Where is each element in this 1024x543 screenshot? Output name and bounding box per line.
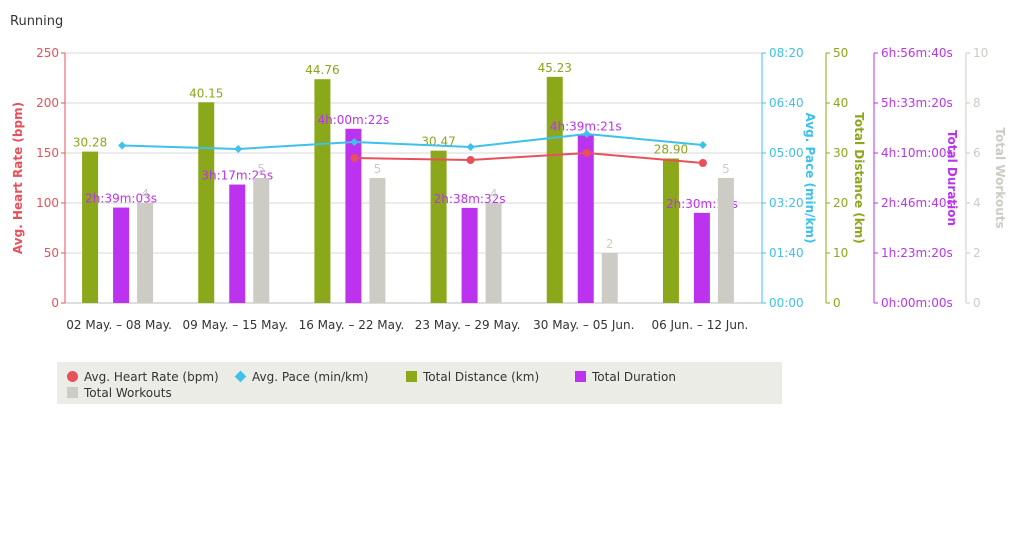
page-title: Running <box>10 14 64 29</box>
data-label-dur: 4h:39m:21s <box>550 119 622 133</box>
dist-tick-label: 0 <box>833 296 841 310</box>
hr-tick-label: 50 <box>44 246 59 260</box>
legend-diamond-icon <box>234 370 247 383</box>
point-hr <box>466 156 475 164</box>
x-tick-label: 02 May. – 08 May. <box>66 318 172 332</box>
wk-tick-label: 2 <box>973 246 981 260</box>
point-hr <box>350 154 359 162</box>
dist-tick-label: 40 <box>833 96 848 110</box>
dur-tick-label: 2h:46m:40s <box>881 196 953 210</box>
dur-tick-label: 4h:10m:00s <box>881 146 953 160</box>
x-tick-label: 06 Jun. – 12 Jun. <box>651 318 748 332</box>
series-line-pace <box>122 132 704 151</box>
legend-label: Avg. Pace (min/km) <box>252 370 369 384</box>
data-label-dur: 4h:00m:22s <box>318 113 390 127</box>
pace-tick-label: 01:40 <box>769 246 804 260</box>
data-label-dist: 28.90 <box>654 143 688 157</box>
pace-axis-title: Avg. Pace (min/km) <box>803 112 817 243</box>
bar-dur <box>229 184 246 303</box>
wk-tick-label: 10 <box>973 46 988 60</box>
x-tick-label: 16 May. – 22 May. <box>299 318 405 332</box>
dur-tick-label: 0h:00m:00s <box>881 296 953 310</box>
hr-tick-label: 0 <box>51 296 59 310</box>
bar-dur <box>693 212 710 303</box>
wk-tick-label: 4 <box>973 196 981 210</box>
wk-tick-label: 0 <box>973 296 981 310</box>
point-pace <box>582 130 591 138</box>
dist-tick-label: 30 <box>833 146 848 160</box>
data-label-dist: 44.76 <box>305 63 339 77</box>
hr-tick-label: 200 <box>36 96 59 110</box>
bar-wk <box>369 178 386 303</box>
bar-dur <box>461 207 478 303</box>
pace-tick-label: 08:20 <box>769 46 804 60</box>
x-tick-label: 23 May. – 29 May. <box>415 318 521 332</box>
bar-wk <box>601 253 618 303</box>
data-label-dist: 45.23 <box>538 61 572 75</box>
bar-dist <box>662 158 679 303</box>
point-hr <box>698 159 707 167</box>
data-label-dur: 2h:38m:32s <box>434 192 506 206</box>
bar-dist <box>314 79 331 303</box>
pace-tick-label: 05:00 <box>769 146 804 160</box>
dur-tick-label: 6h:56m:40s <box>881 46 953 60</box>
data-label-dur: 2h:39m:03s <box>85 192 157 206</box>
legend-label: Total Duration <box>592 370 676 384</box>
bar-dist <box>546 76 563 303</box>
pace-tick-label: 06:40 <box>769 96 804 110</box>
dist-tick-label: 10 <box>833 246 848 260</box>
legend-label: Avg. Heart Rate (bpm) <box>84 370 219 384</box>
bar-dur <box>113 207 130 303</box>
dur-tick-label: 5h:33m:20s <box>881 96 953 110</box>
hr-tick-label: 150 <box>36 146 59 160</box>
dist-axis-title: Total Distance (km) <box>852 112 866 243</box>
point-pace <box>698 141 707 149</box>
data-label-dist: 40.15 <box>189 86 223 100</box>
chart-legend: Avg. Heart Rate (bpm) Avg. Pace (min/km) T… <box>57 362 782 404</box>
point-pace <box>234 145 243 153</box>
bar-dist <box>198 102 215 303</box>
legend-circle-icon <box>67 371 78 382</box>
legend-square-icon <box>575 371 586 382</box>
dur-axis-title: Total Duration <box>945 130 959 226</box>
data-label-wk: 5 <box>374 162 382 176</box>
legend-square-icon <box>406 371 417 382</box>
pace-tick-label: 03:20 <box>769 196 804 210</box>
hr-axis-title: Avg. Heart Rate (bpm) <box>11 102 25 254</box>
wk-axis-title: Total Workouts <box>993 127 1007 228</box>
data-label-wk: 5 <box>722 162 730 176</box>
hr-tick-label: 250 <box>36 46 59 60</box>
bar-wk <box>717 178 734 303</box>
data-label-wk: 4 <box>490 187 498 201</box>
bar-wk <box>137 203 154 303</box>
legend-label: Total Distance (km) <box>423 370 540 384</box>
bar-wk <box>253 178 270 303</box>
data-label-wk: 2 <box>606 237 614 251</box>
bar-dur <box>577 135 594 303</box>
point-hr <box>582 149 591 157</box>
series-line-hr <box>354 151 704 164</box>
hr-tick-label: 100 <box>36 196 59 210</box>
dur-tick-label: 1h:23m:20s <box>881 246 953 260</box>
data-label-dist: 30.28 <box>73 136 107 150</box>
data-label-wk: 4 <box>141 187 149 201</box>
pace-tick-label: 00:00 <box>769 296 804 310</box>
bar-dist <box>82 151 99 303</box>
dist-tick-label: 20 <box>833 196 848 210</box>
x-tick-label: 09 May. – 15 May. <box>182 318 288 332</box>
x-tick-label: 30 May. – 05 Jun. <box>533 318 634 332</box>
wk-tick-label: 6 <box>973 146 981 160</box>
bar-dist <box>430 150 447 303</box>
wk-tick-label: 8 <box>973 96 981 110</box>
point-pace <box>350 138 359 146</box>
legend-label: Total Workouts <box>84 386 172 400</box>
bar-dur <box>345 128 362 303</box>
dist-tick-label: 50 <box>833 46 848 60</box>
point-pace <box>118 141 127 150</box>
point-pace <box>466 143 475 151</box>
bar-wk <box>485 203 502 303</box>
data-label-wk: 5 <box>257 162 265 176</box>
legend-square-icon <box>67 387 78 398</box>
